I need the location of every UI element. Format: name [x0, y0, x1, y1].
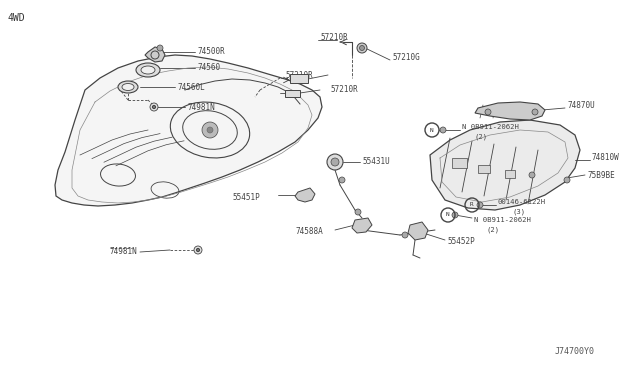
- Text: 74560L: 74560L: [177, 83, 205, 92]
- Circle shape: [452, 212, 458, 218]
- Circle shape: [360, 45, 365, 51]
- Circle shape: [564, 177, 570, 183]
- Polygon shape: [145, 47, 165, 62]
- Text: R: R: [470, 202, 474, 208]
- Circle shape: [355, 209, 361, 215]
- Circle shape: [485, 109, 491, 115]
- Bar: [285, 90, 300, 97]
- Text: 57210G: 57210G: [392, 54, 420, 62]
- Text: 74870U: 74870U: [567, 100, 595, 109]
- Polygon shape: [430, 120, 580, 210]
- Text: (2): (2): [475, 134, 488, 140]
- Text: 74981N: 74981N: [187, 103, 215, 112]
- Circle shape: [440, 127, 446, 133]
- Text: 55452P: 55452P: [447, 237, 475, 247]
- Ellipse shape: [118, 81, 138, 93]
- Text: 74500R: 74500R: [197, 48, 225, 57]
- Text: 74810W: 74810W: [592, 154, 620, 163]
- Circle shape: [150, 103, 158, 111]
- Circle shape: [331, 158, 339, 166]
- Text: 55431U: 55431U: [362, 157, 390, 167]
- Polygon shape: [295, 188, 315, 202]
- Circle shape: [529, 172, 535, 178]
- Ellipse shape: [136, 63, 160, 77]
- Ellipse shape: [122, 83, 134, 90]
- Circle shape: [196, 248, 200, 251]
- Circle shape: [152, 106, 156, 109]
- Polygon shape: [475, 102, 545, 120]
- Circle shape: [357, 43, 367, 53]
- Text: 75B9BE: 75B9BE: [587, 171, 615, 180]
- Text: J74700Y0: J74700Y0: [555, 347, 595, 356]
- Text: 4WD: 4WD: [8, 13, 26, 23]
- Text: (2): (2): [487, 227, 500, 233]
- Text: 57210R: 57210R: [285, 71, 313, 80]
- Text: 74560: 74560: [197, 64, 220, 73]
- Bar: [290, 74, 308, 83]
- Bar: [452, 158, 467, 168]
- Circle shape: [157, 45, 163, 51]
- Circle shape: [339, 177, 345, 183]
- Bar: [478, 165, 490, 173]
- Circle shape: [532, 109, 538, 115]
- Text: 57210R: 57210R: [330, 86, 358, 94]
- Text: N: N: [446, 212, 450, 218]
- Text: N 0B911-2062H: N 0B911-2062H: [474, 217, 531, 223]
- Polygon shape: [55, 55, 322, 206]
- Text: N: N: [430, 128, 434, 132]
- Circle shape: [194, 246, 202, 254]
- Polygon shape: [408, 222, 428, 240]
- Text: (3): (3): [512, 209, 525, 215]
- Ellipse shape: [141, 66, 155, 74]
- Polygon shape: [352, 218, 372, 233]
- Text: 55451P: 55451P: [232, 192, 260, 202]
- Text: 57210R: 57210R: [320, 32, 348, 42]
- Circle shape: [477, 202, 483, 208]
- Text: N 0B911-2062H: N 0B911-2062H: [462, 124, 519, 130]
- Circle shape: [402, 232, 408, 238]
- Bar: [505, 170, 515, 178]
- Text: 74981N: 74981N: [110, 247, 138, 257]
- Circle shape: [327, 154, 343, 170]
- Circle shape: [207, 127, 213, 133]
- Text: 74588A: 74588A: [295, 228, 323, 237]
- Text: 00146-6122H: 00146-6122H: [498, 199, 546, 205]
- Circle shape: [202, 122, 218, 138]
